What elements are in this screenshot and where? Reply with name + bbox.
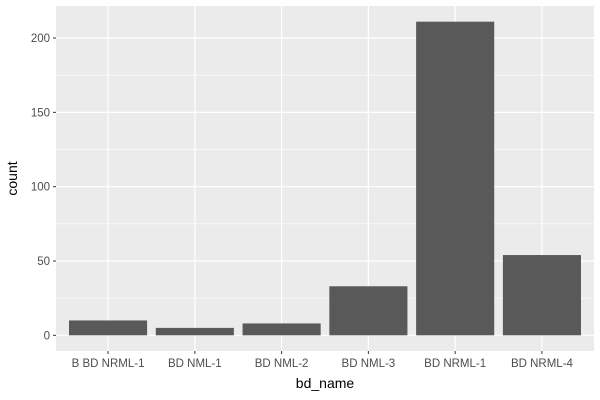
x-tick-label: BD NRML-4: [511, 358, 574, 370]
bars: [69, 21, 581, 336]
y-tick-label: 0: [44, 330, 50, 342]
x-tick-label: BD NML-1: [168, 358, 222, 370]
x-tick-label: B BD NRML-1: [72, 358, 145, 370]
y-tick-label: 50: [37, 256, 50, 268]
x-axis-ticks: B BD NRML-1 BD NML-1 BD NML-2 BD NML-3 BD NR…: [72, 351, 574, 370]
bar: [329, 286, 408, 336]
y-tick-label: 150: [31, 107, 50, 119]
y-tick-label: 100: [31, 182, 50, 194]
bar: [69, 320, 148, 336]
y-axis-ticks: 0 50 100 150 200: [31, 33, 56, 342]
bar: [416, 21, 495, 336]
bar: [155, 327, 234, 336]
bar: [242, 323, 321, 336]
x-axis-title: bd_name: [296, 375, 355, 391]
x-tick-label: BD NRML-1: [424, 358, 486, 370]
y-axis-title: count: [4, 161, 20, 195]
x-tick-label: BD NML-2: [255, 358, 309, 370]
x-tick-label: BD NML-3: [342, 358, 396, 370]
y-tick-label: 200: [31, 33, 50, 45]
bar: [502, 255, 581, 336]
